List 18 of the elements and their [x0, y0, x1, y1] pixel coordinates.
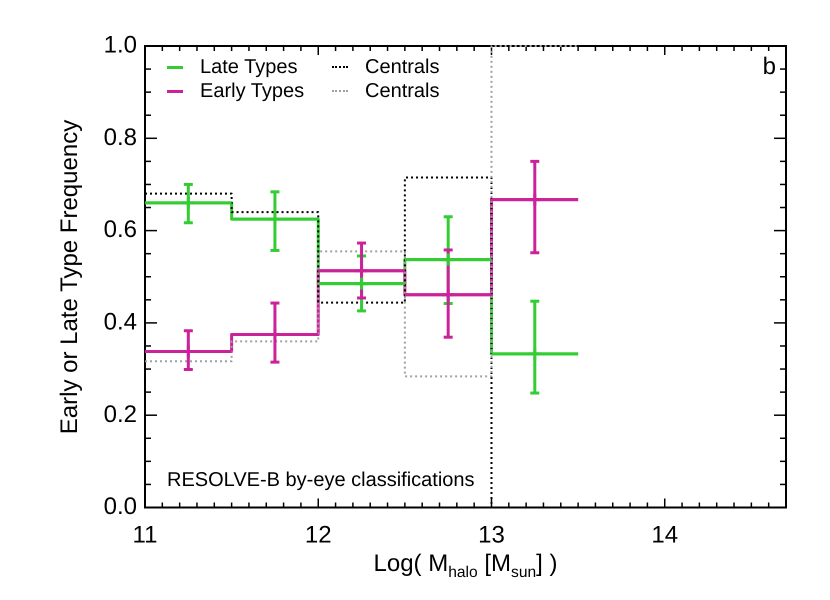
legend-label: Late Types [200, 55, 298, 79]
legend-label: Centrals [365, 79, 440, 103]
y-axis-title: Early or Late Type Frequency [56, 120, 84, 434]
legend-label: Centrals [365, 55, 440, 79]
x-tick-label: 14 [651, 522, 678, 549]
x-axis-title: Log( M$_{halo}$ [M$_{sun}$] ) [374, 550, 558, 582]
annotation: RESOLVE-B by-eye classifications [167, 468, 475, 492]
y-tick-label: 1.0 [104, 32, 137, 59]
legend-label: Early Types [200, 79, 304, 103]
y-tick-label: 0.2 [104, 400, 137, 428]
x-tick-label: 11 [132, 522, 158, 549]
y-tick-label: 0.4 [104, 308, 137, 336]
y-tick-label: 0.6 [104, 216, 137, 244]
annotation: b [762, 53, 776, 81]
x-tick-label: 13 [478, 522, 505, 549]
y-tick-label: 0.8 [104, 124, 137, 151]
x-tick-label: 12 [304, 522, 332, 549]
y-tick-label: 0.0 [104, 493, 137, 520]
